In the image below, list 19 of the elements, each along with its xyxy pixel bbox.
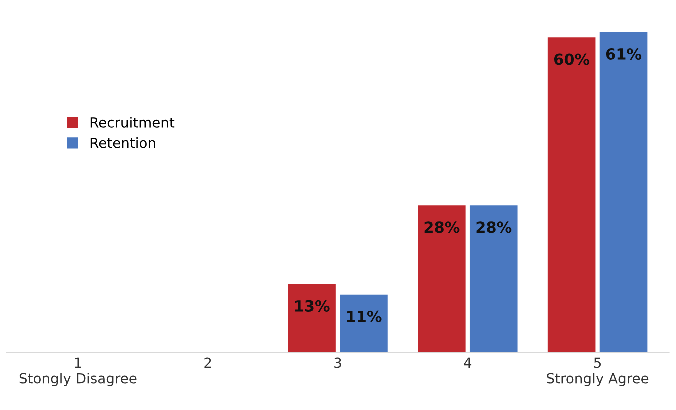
x-tick-label: 1 Stongly Disagree	[20, 358, 137, 386]
data-label: 28%	[424, 222, 460, 234]
legend-label: Recruitment	[90, 117, 175, 128]
bar	[288, 284, 336, 353]
x-tick-label: 2	[204, 358, 212, 368]
legend-label: Retention	[90, 138, 156, 148]
bar	[470, 206, 518, 353]
data-label: 11%	[347, 310, 382, 322]
x-tick-label: 3	[334, 358, 342, 368]
data-label: 13%	[295, 300, 330, 312]
bar	[418, 206, 466, 353]
bar	[548, 38, 596, 353]
data-label: 60%	[554, 54, 590, 66]
x-tick-label: 4	[464, 358, 472, 368]
bar	[340, 294, 388, 353]
bar	[600, 32, 648, 353]
data-label: 61%	[606, 48, 642, 60]
x-tick-label: 5 Strongly Agree	[547, 358, 649, 386]
data-label: 28%	[476, 222, 512, 234]
